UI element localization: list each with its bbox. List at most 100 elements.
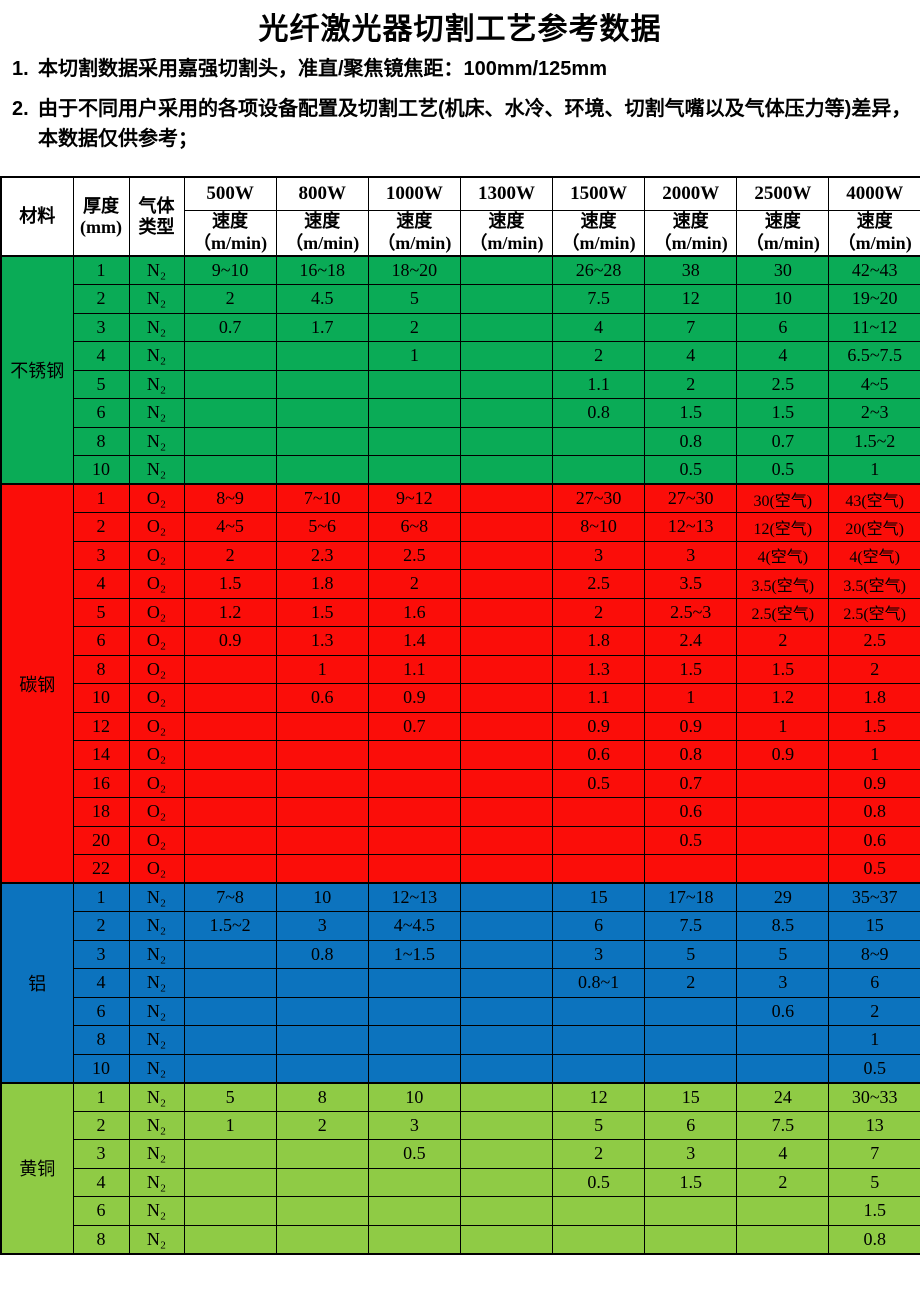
- speed-cell: [459, 455, 554, 485]
- speed-cell: 1.5: [736, 398, 830, 428]
- speed-cell: [644, 1224, 738, 1254]
- header-speed-2500w: 速度 （m/min): [736, 209, 830, 257]
- note-2-text: 由于不同用户采用的各项设备配置及切割工艺(机床、水冷、环境、切割气嘴以及气体压力…: [38, 98, 912, 150]
- speed-label: 速度: [580, 211, 617, 232]
- gas-cell: N₂: [128, 1139, 185, 1169]
- speed-cell: [183, 711, 277, 741]
- speed-cell: 2: [183, 284, 277, 314]
- table-row: 14 O₂ 0.6 0.8 0.9 1: [1, 740, 920, 770]
- speed-cell: [551, 1196, 646, 1226]
- table-row: 12 O₂ 0.7 0.9 0.9 1 1.5: [1, 711, 920, 741]
- speed-cell: [459, 1196, 554, 1226]
- speed-cell: 1.5: [275, 597, 369, 627]
- speed-cell: [183, 369, 277, 399]
- speed-cell: 0.8: [551, 398, 646, 428]
- thickness-cell: 22: [72, 854, 130, 884]
- gas-cell: N₂: [128, 1224, 185, 1254]
- speed-cell: 26~28: [551, 255, 646, 285]
- speed-cell: 12: [551, 1081, 646, 1112]
- gas-cell: O₂: [128, 540, 185, 570]
- table-row: 碳钢 1 O₂ 8~9 7~10 9~12 27~30 27~30 30(空气) 43(空气): [0, 483, 920, 884]
- speed-cell: 5: [183, 1081, 277, 1112]
- table-row: 10 N₂ 0.5: [1, 1053, 920, 1083]
- speed-cell: 1.4: [367, 626, 461, 656]
- gas-cell: N₂: [128, 996, 185, 1026]
- note-2-number: 2.: [12, 98, 29, 120]
- header-gas-type: 气体 类型: [128, 176, 185, 257]
- speed-cell: 15: [551, 882, 646, 912]
- table-row: 6 O₂ 0.9 1.3 1.4 1.8 2.4 2 2.5: [1, 626, 920, 656]
- speed-cell: 3.5(空气): [828, 569, 920, 599]
- header-thickness-label: 厚度: [83, 195, 119, 216]
- speed-cell: [367, 1167, 461, 1197]
- speed-cell: [183, 683, 277, 713]
- header-gas-type-label: 气体: [138, 195, 175, 216]
- speed-cell: 0.5: [828, 1053, 920, 1083]
- thickness-cell: 6: [72, 398, 130, 428]
- speed-cell: 1.5: [644, 654, 738, 684]
- speed-cell: 7: [644, 312, 738, 342]
- speed-cell: 1.3: [275, 626, 369, 656]
- speed-cell: [736, 768, 830, 798]
- speed-cell: 35~37: [828, 882, 920, 912]
- thickness-cell: 3: [72, 939, 130, 969]
- speed-cell: 0.5: [551, 1167, 646, 1197]
- note-2: 2. 由于不同用户采用的各项设备配置及切割工艺(机床、水冷、环境、切割气嘴以及气…: [12, 94, 914, 154]
- speed-cell: 2: [367, 569, 461, 599]
- speed-cell: 4~5: [828, 369, 920, 399]
- thickness-cell: 8: [72, 654, 130, 684]
- speed-cell: [459, 654, 554, 684]
- speed-cell: 2: [736, 1167, 830, 1197]
- speed-cell: 1.2: [736, 683, 830, 713]
- speed-label: 速度: [304, 211, 341, 232]
- speed-cell: [183, 341, 277, 371]
- speed-cell: [275, 797, 369, 827]
- speed-label: 速度: [856, 211, 893, 232]
- speed-cell: 6: [551, 911, 646, 941]
- gas-cell: N₂: [128, 341, 185, 371]
- speed-cell: [367, 1053, 461, 1083]
- speed-cell: 1.5: [828, 711, 920, 741]
- speed-cell: [459, 398, 554, 428]
- gas-cell: O₂: [128, 683, 185, 713]
- speed-cell: 9~10: [183, 255, 277, 285]
- speed-cell: 2: [183, 540, 277, 570]
- table-row: 20 O₂ 0.5 0.6: [1, 825, 920, 855]
- speed-cell: [367, 369, 461, 399]
- speed-cell: [459, 569, 554, 599]
- speed-cell: [183, 939, 277, 969]
- gas-cell: N₂: [128, 369, 185, 399]
- table-row: 4 O₂ 1.5 1.8 2 2.5 3.5 3.5(空气) 3.5(空气): [1, 569, 920, 599]
- speed-cell: [459, 1139, 554, 1169]
- thickness-cell: 8: [72, 426, 130, 456]
- speed-cell: [367, 426, 461, 456]
- thickness-cell: 4: [72, 1167, 130, 1197]
- gas-cell: N₂: [128, 284, 185, 314]
- table-body: 不锈钢 1 N₂ 9~10 16~18 18~20 26~28 38 30 42~43 2 N₂ 2 4.…: [0, 255, 920, 1254]
- speed-cell: [736, 1053, 830, 1083]
- speed-cell: [459, 711, 554, 741]
- speed-cell: [736, 825, 830, 855]
- gas-cell: N₂: [128, 1081, 185, 1112]
- gas-cell: O₂: [128, 483, 185, 513]
- speed-cell: [275, 968, 369, 998]
- speed-cell: [275, 1196, 369, 1226]
- gas-cell: O₂: [128, 797, 185, 827]
- speed-cell: 0.7: [183, 312, 277, 342]
- table-row: 18 O₂ 0.6 0.8: [1, 797, 920, 827]
- header-power-1500w: 1500W: [551, 176, 646, 211]
- speed-cell: 2~3: [828, 398, 920, 428]
- thickness-cell: 12: [72, 711, 130, 741]
- speed-cell: 1.1: [551, 683, 646, 713]
- table-row: 8 N₂ 1: [1, 1025, 920, 1055]
- gas-cell: N₂: [128, 312, 185, 342]
- speed-cell: 8~10: [551, 512, 646, 542]
- thickness-cell: 6: [72, 996, 130, 1026]
- speed-cell: 2.5: [828, 626, 920, 656]
- speed-cell: [736, 1224, 830, 1254]
- speed-cell: 2.5: [367, 540, 461, 570]
- speed-cell: 30(空气): [736, 483, 830, 513]
- speed-cell: 0.5: [736, 455, 830, 485]
- speed-cell: 3: [644, 540, 738, 570]
- speed-cell: [367, 996, 461, 1026]
